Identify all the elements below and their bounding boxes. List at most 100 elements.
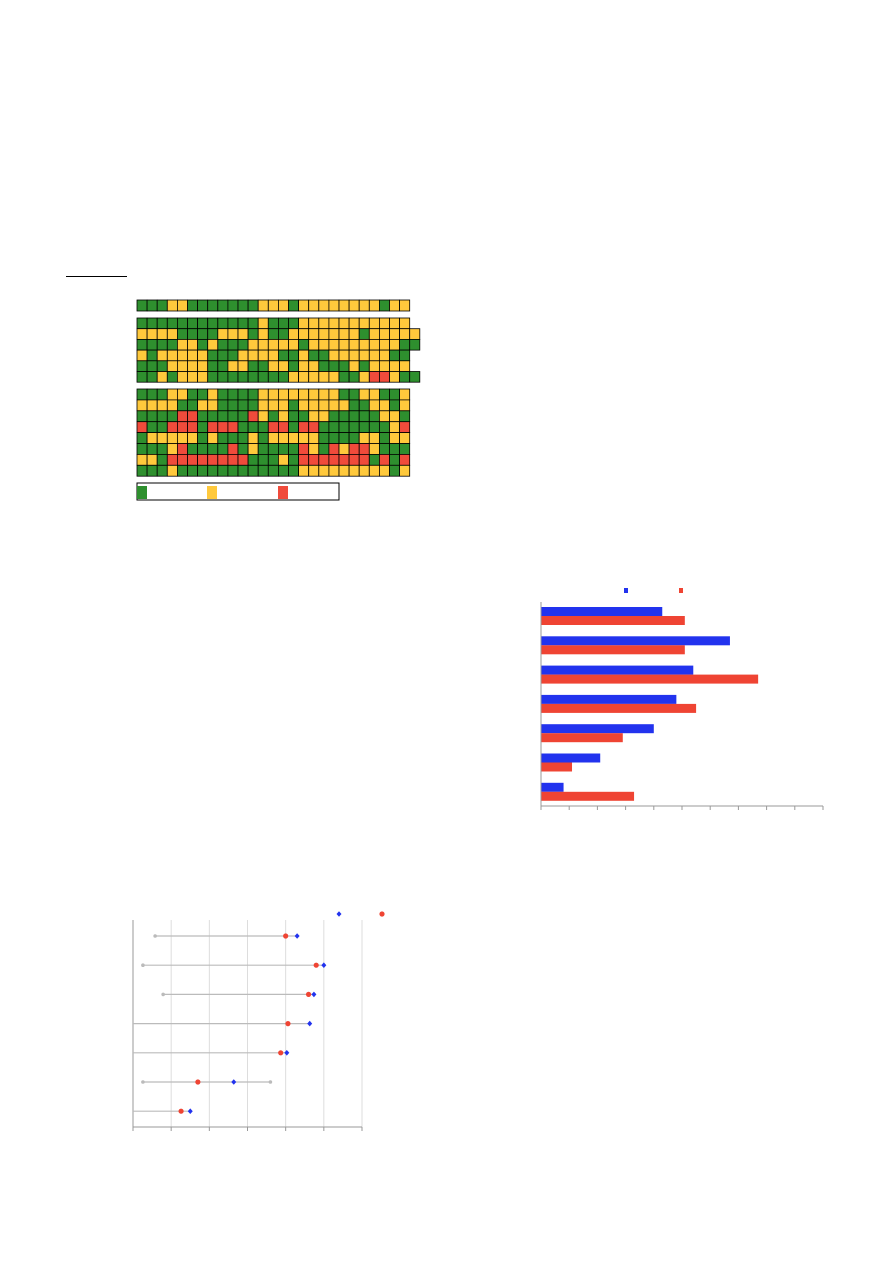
heat-cell bbox=[257, 410, 269, 423]
heat-cell bbox=[358, 360, 370, 372]
heat-cell bbox=[197, 453, 209, 466]
heat-cell bbox=[156, 443, 168, 455]
heat-cell bbox=[318, 399, 330, 412]
heat-cell bbox=[237, 328, 249, 340]
range-low bbox=[161, 992, 165, 997]
heat-cell bbox=[257, 421, 269, 434]
heat-cell bbox=[399, 421, 411, 434]
heat-cell bbox=[187, 443, 199, 455]
heat-cell bbox=[308, 388, 320, 401]
heat-cell bbox=[197, 410, 209, 423]
heat-cell bbox=[267, 399, 279, 412]
heat-cell bbox=[237, 443, 249, 455]
heat-cell bbox=[217, 388, 229, 401]
heat-cell bbox=[136, 371, 148, 383]
heat-cell bbox=[277, 299, 289, 312]
heat-cell bbox=[348, 299, 360, 312]
heat-cell bbox=[156, 432, 168, 444]
heat-cell bbox=[348, 360, 360, 372]
heat-cell bbox=[328, 328, 340, 340]
legend-marker bbox=[624, 588, 628, 593]
heat-cell bbox=[358, 317, 370, 330]
heat-cell bbox=[156, 299, 168, 312]
heat-cell bbox=[298, 299, 310, 312]
heat-cell bbox=[368, 410, 380, 423]
bar bbox=[541, 645, 685, 655]
heat-cell bbox=[318, 299, 330, 312]
heat-cell bbox=[187, 432, 199, 444]
heat-cell bbox=[277, 410, 289, 423]
heat-cell bbox=[358, 371, 370, 383]
bar bbox=[541, 733, 623, 743]
heat-cell bbox=[146, 443, 158, 455]
heat-cell bbox=[176, 421, 188, 434]
heat-cell bbox=[328, 399, 340, 412]
heat-cell bbox=[308, 328, 320, 340]
heat-cell bbox=[328, 464, 340, 477]
heat-cell bbox=[156, 453, 168, 466]
heat-cell bbox=[207, 338, 219, 351]
heat-cell bbox=[227, 443, 239, 455]
heat-cell bbox=[166, 443, 178, 455]
dot bbox=[285, 1021, 291, 1027]
heat-cell bbox=[338, 464, 350, 477]
heat-cell bbox=[378, 432, 390, 444]
heat-cell bbox=[308, 410, 320, 423]
heat-cell bbox=[146, 410, 158, 423]
heat-cell bbox=[136, 317, 148, 330]
heat-cell bbox=[187, 360, 199, 372]
heat-cell bbox=[227, 328, 239, 340]
heat-cell bbox=[338, 453, 350, 466]
dot bbox=[321, 962, 327, 968]
heat-cell bbox=[348, 371, 360, 383]
heat-cell bbox=[197, 360, 209, 372]
heat-cell bbox=[328, 371, 340, 383]
heat-cell bbox=[328, 299, 340, 312]
heat-cell bbox=[389, 299, 401, 312]
dot bbox=[187, 1108, 193, 1114]
heat-cell bbox=[267, 338, 279, 351]
heat-cell bbox=[288, 317, 300, 330]
heat-cell bbox=[288, 421, 300, 434]
heat-cell bbox=[257, 399, 269, 412]
heat-cell bbox=[257, 432, 269, 444]
heat-cell bbox=[207, 388, 219, 401]
heat-cell bbox=[237, 388, 249, 401]
heat-cell bbox=[288, 388, 300, 401]
heat-cell bbox=[328, 349, 340, 362]
heat-cell bbox=[146, 338, 158, 351]
heat-cell bbox=[358, 388, 370, 401]
heat-cell bbox=[368, 360, 380, 372]
heat-cell bbox=[267, 299, 279, 312]
heat-cell bbox=[146, 360, 158, 372]
heat-cell bbox=[399, 432, 411, 444]
heat-cell bbox=[368, 338, 380, 351]
heat-cell bbox=[318, 317, 330, 330]
heat-cell bbox=[217, 453, 229, 466]
heat-cell bbox=[378, 464, 390, 477]
heat-cell bbox=[227, 464, 239, 477]
heat-cell bbox=[237, 299, 249, 312]
heat-cell bbox=[368, 349, 380, 362]
heat-cell bbox=[166, 328, 178, 340]
heat-cell bbox=[328, 421, 340, 434]
heat-cell bbox=[227, 360, 239, 372]
heat-cell bbox=[368, 299, 380, 312]
heat-cell bbox=[378, 399, 390, 412]
legend-swatch bbox=[137, 486, 147, 499]
heat-cell bbox=[166, 317, 178, 330]
heat-cell bbox=[348, 464, 360, 477]
heat-cell bbox=[338, 421, 350, 434]
heat-cell bbox=[247, 399, 259, 412]
heat-cell bbox=[257, 360, 269, 372]
heat-cell bbox=[136, 338, 148, 351]
heat-cell bbox=[348, 399, 360, 412]
heat-cell bbox=[197, 299, 209, 312]
heat-cell bbox=[187, 299, 199, 312]
dot bbox=[278, 1050, 284, 1056]
heat-cell bbox=[217, 432, 229, 444]
heat-cell bbox=[277, 432, 289, 444]
heat-cell bbox=[166, 464, 178, 477]
heat-cell bbox=[358, 464, 370, 477]
heat-cell bbox=[176, 443, 188, 455]
